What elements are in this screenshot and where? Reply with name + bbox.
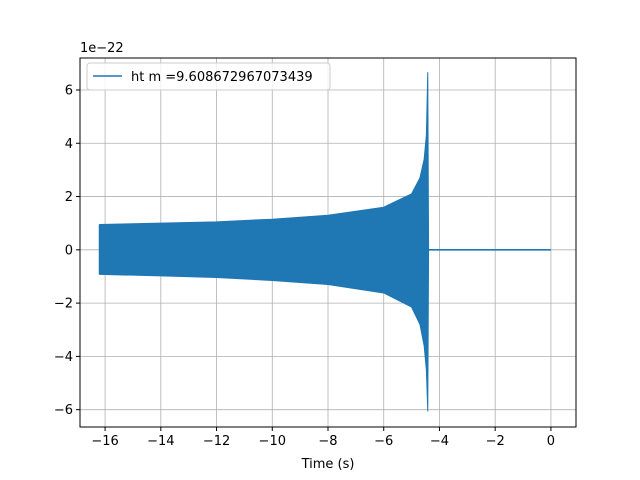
x-axis-label: Time (s) — [301, 457, 355, 472]
plot-area — [98, 72, 551, 412]
grid — [80, 58, 576, 427]
x-tick-label: −10 — [259, 434, 286, 449]
y-tick-label: −4 — [54, 350, 73, 365]
x-tick-label: −4 — [430, 434, 449, 449]
y-tick-label: 6 — [65, 83, 73, 98]
y-offset-label: 1e−22 — [80, 41, 124, 56]
x-axis: −16 −14 −12 −10 −8 −6 −4 −2 0 — [91, 427, 555, 449]
legend: ht m =9.608672967073439 — [86, 62, 331, 91]
y-tick-label: 0 — [65, 243, 73, 258]
y-tick-label: 4 — [65, 137, 73, 152]
x-tick-label: 0 — [547, 434, 555, 449]
x-tick-label: −6 — [374, 434, 393, 449]
x-tick-label: −2 — [486, 434, 505, 449]
series-envelope — [99, 72, 430, 412]
x-tick-label: −14 — [147, 434, 174, 449]
y-tick-label: −6 — [54, 403, 73, 418]
x-tick-label: −12 — [203, 434, 230, 449]
x-tick-label: −8 — [318, 434, 337, 449]
y-tick-label: 2 — [65, 190, 73, 205]
legend-box — [86, 62, 331, 91]
y-axis: −6 −4 −2 0 2 4 6 — [54, 83, 80, 418]
x-tick-label: −16 — [91, 434, 118, 449]
legend-label: ht m =9.608672967073439 — [131, 70, 313, 85]
y-tick-label: −2 — [54, 297, 73, 312]
